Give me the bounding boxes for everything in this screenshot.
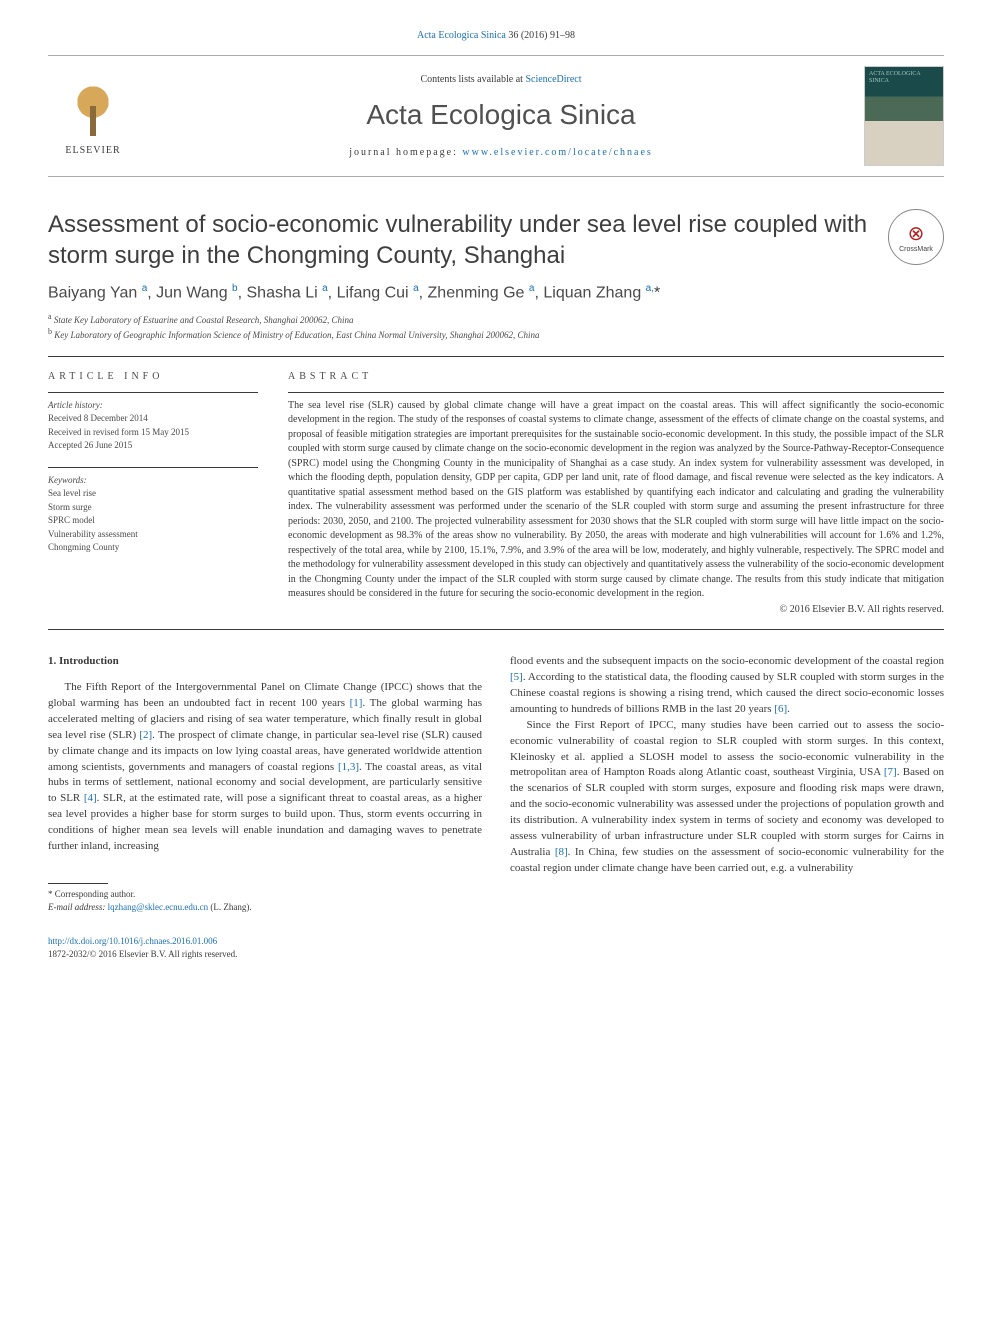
history-revised: Received in revised form 15 May 2015: [48, 426, 258, 440]
keywords-block: Keywords: Sea level rise Storm surge SPR…: [48, 467, 258, 555]
elsevier-label: ELSEVIER: [65, 145, 120, 156]
email-label: E-mail address:: [48, 902, 108, 912]
keyword: Sea level rise: [48, 487, 258, 501]
header-citation: Acta Ecologica Sinica 36 (2016) 91–98: [48, 30, 944, 41]
affiliation: a State Key Laboratory of Estuarine and …: [48, 311, 944, 327]
email-link[interactable]: lqzhang@sklec.ecnu.edu.cn: [108, 902, 209, 912]
ref-link[interactable]: [1]: [350, 697, 363, 709]
ref-link[interactable]: [2]: [139, 729, 152, 741]
text-span: . SLR, at the estimated rate, will pose …: [48, 792, 482, 852]
keyword: Vulnerability assessment: [48, 528, 258, 542]
history-accepted: Accepted 26 June 2015: [48, 439, 258, 453]
keywords-label: Keywords:: [48, 474, 258, 488]
ref-link[interactable]: [4]: [84, 792, 97, 804]
ref-link[interactable]: [1,3]: [338, 761, 359, 773]
keyword: Chongming County: [48, 541, 258, 555]
text-span: .: [787, 703, 790, 715]
divider-top: [48, 356, 944, 357]
article-history-block: Article history: Received 8 December 201…: [48, 392, 258, 453]
abstract-heading: ABSTRACT: [288, 371, 944, 382]
citation-journal[interactable]: Acta Ecologica Sinica: [417, 30, 506, 41]
issn-line: 1872-2032/© 2016 Elsevier B.V. All right…: [48, 949, 237, 959]
contents-prefix: Contents lists available at: [420, 74, 525, 85]
doi-link[interactable]: http://dx.doi.org/10.1016/j.chnaes.2016.…: [48, 936, 217, 946]
body-columns: 1. Introduction The Fifth Report of the …: [48, 654, 944, 961]
abstract-copyright: © 2016 Elsevier B.V. All rights reserved…: [288, 604, 944, 615]
journal-title: Acta Ecologica Sinica: [138, 99, 864, 131]
text-span: . Based on the scenarios of SLR coupled …: [510, 766, 944, 858]
article-info-heading: ARTICLE INFO: [48, 371, 258, 382]
crossmark-icon: ⊗: [908, 221, 925, 246]
left-column: 1. Introduction The Fifth Report of the …: [48, 654, 482, 961]
header-bar: ELSEVIER Contents lists available at Sci…: [48, 55, 944, 177]
history-label: Article history:: [48, 399, 258, 413]
paper-title: Assessment of socio-economic vulnerabili…: [48, 209, 868, 271]
crossmark-badge[interactable]: ⊗ CrossMark: [888, 209, 944, 265]
title-row: Assessment of socio-economic vulnerabili…: [48, 209, 944, 271]
intro-heading: 1. Introduction: [48, 654, 482, 670]
sciencedirect-link[interactable]: ScienceDirect: [525, 74, 581, 85]
corresponding-label: * Corresponding author.: [48, 888, 482, 901]
abstract-column: ABSTRACT The sea level rise (SLR) caused…: [288, 371, 944, 615]
text-span: . According to the statistical data, the…: [510, 671, 944, 715]
ref-link[interactable]: [6]: [774, 703, 787, 715]
abstract-text: The sea level rise (SLR) caused by globa…: [288, 392, 944, 602]
header-center: Contents lists available at ScienceDirec…: [138, 74, 864, 158]
affiliation: b Key Laboratory of Geographic Informati…: [48, 326, 944, 342]
crossmark-label: CrossMark: [899, 246, 933, 253]
intro-paragraph-left: The Fifth Report of the Intergovernmenta…: [48, 680, 482, 855]
homepage-link[interactable]: www.elsevier.com/locate/chnaes: [462, 147, 652, 158]
doi-block: http://dx.doi.org/10.1016/j.chnaes.2016.…: [48, 935, 482, 960]
history-received: Received 8 December 2014: [48, 412, 258, 426]
keyword: SPRC model: [48, 514, 258, 528]
email-line: E-mail address: lqzhang@sklec.ecnu.edu.c…: [48, 901, 482, 914]
corresponding-author-block: * Corresponding author. E-mail address: …: [48, 883, 482, 913]
divider-bottom: [48, 629, 944, 630]
citation-range: 36 (2016) 91–98: [506, 30, 575, 41]
homepage-line: journal homepage: www.elsevier.com/locat…: [138, 147, 864, 158]
contents-line: Contents lists available at ScienceDirec…: [138, 74, 864, 85]
right-column: flood events and the subsequent impacts …: [510, 654, 944, 961]
info-abstract-row: ARTICLE INFO Article history: Received 8…: [48, 371, 944, 615]
journal-cover-thumb[interactable]: ACTA ECOLOGICA SINICA: [864, 66, 944, 166]
cover-text: ACTA ECOLOGICA SINICA: [869, 71, 920, 84]
text-span: Since the First Report of IPCC, many stu…: [510, 719, 944, 779]
article-info-column: ARTICLE INFO Article history: Received 8…: [48, 371, 258, 615]
footer-divider: [48, 883, 108, 884]
elsevier-tree-icon: [58, 76, 128, 141]
ref-link[interactable]: [8]: [555, 846, 568, 858]
email-suffix: (L. Zhang).: [208, 902, 251, 912]
intro-paragraph-right-2: Since the First Report of IPCC, many stu…: [510, 718, 944, 877]
affiliations: a State Key Laboratory of Estuarine and …: [48, 311, 944, 342]
keyword: Storm surge: [48, 501, 258, 515]
ref-link[interactable]: [5]: [510, 671, 523, 683]
ref-link[interactable]: [7]: [884, 766, 897, 778]
elsevier-logo[interactable]: ELSEVIER: [48, 66, 138, 166]
homepage-prefix: journal homepage:: [349, 147, 462, 158]
text-span: flood events and the subsequent impacts …: [510, 655, 944, 667]
text-span: . In China, few studies on the assessmen…: [510, 846, 944, 874]
intro-paragraph-right-1: flood events and the subsequent impacts …: [510, 654, 944, 718]
authors-line: Baiyang Yan a, Jun Wang b, Shasha Li a, …: [48, 283, 944, 302]
